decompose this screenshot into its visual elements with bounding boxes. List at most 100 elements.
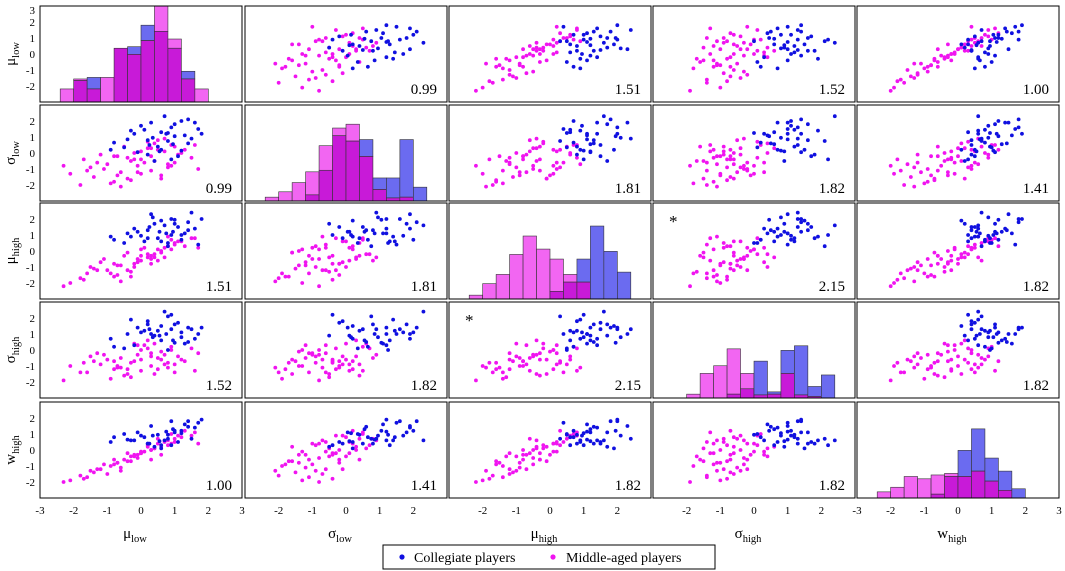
- point-middle-aged: [765, 141, 770, 146]
- point-middle-aged: [307, 370, 311, 375]
- point-middle-aged: [531, 53, 536, 58]
- point-middle-aged: [280, 66, 284, 71]
- point-collegiate: [179, 119, 184, 123]
- point-collegiate: [615, 325, 620, 330]
- point-middle-aged: [949, 268, 954, 273]
- point-collegiate: [571, 330, 576, 335]
- point-collegiate: [186, 220, 191, 225]
- point-collegiate: [575, 432, 579, 437]
- point-middle-aged: [189, 433, 194, 438]
- point-middle-aged: [142, 160, 147, 165]
- point-middle-aged: [484, 365, 488, 370]
- point-middle-aged: [738, 34, 743, 39]
- point-middle-aged: [548, 42, 552, 47]
- panel-r4-c0: 1.00: [39, 401, 243, 499]
- point-middle-aged: [538, 168, 542, 173]
- point-collegiate: [330, 37, 335, 42]
- point-collegiate: [166, 314, 170, 319]
- point-middle-aged: [68, 171, 73, 176]
- point-collegiate: [411, 330, 416, 335]
- point-middle-aged: [969, 37, 974, 42]
- hist-bar-overlap: [345, 140, 360, 202]
- point-collegiate: [384, 417, 389, 422]
- point-collegiate: [172, 322, 177, 327]
- point-collegiate: [601, 40, 606, 45]
- point-collegiate: [401, 330, 406, 335]
- point-collegiate: [166, 436, 170, 441]
- point-collegiate: [186, 424, 191, 429]
- hist-bar-collegiate: [576, 258, 591, 283]
- point-collegiate: [568, 338, 573, 343]
- point-collegiate: [135, 229, 140, 234]
- point-middle-aged: [575, 368, 579, 373]
- point-collegiate: [802, 42, 807, 47]
- point-collegiate: [401, 433, 406, 438]
- point-middle-aged: [983, 357, 987, 362]
- point-collegiate: [993, 36, 997, 40]
- point-collegiate: [139, 233, 143, 238]
- point-middle-aged: [61, 284, 66, 289]
- point-collegiate: [976, 223, 981, 228]
- point-collegiate: [199, 217, 204, 221]
- point-middle-aged: [166, 234, 170, 239]
- point-middle-aged: [152, 252, 157, 257]
- point-middle-aged: [152, 341, 157, 346]
- point-collegiate: [159, 324, 164, 328]
- point-middle-aged: [524, 452, 529, 457]
- point-middle-aged: [942, 269, 947, 274]
- point-middle-aged: [946, 157, 950, 162]
- point-middle-aged: [544, 444, 549, 449]
- point-middle-aged: [313, 354, 318, 359]
- point-middle-aged: [748, 42, 753, 47]
- point-collegiate: [384, 55, 389, 60]
- point-middle-aged: [327, 375, 332, 380]
- panel-r2-c2: [448, 202, 652, 300]
- point-middle-aged: [88, 265, 93, 269]
- point-middle-aged: [755, 236, 760, 241]
- point-middle-aged: [169, 344, 174, 349]
- point-middle-aged: [534, 146, 539, 151]
- point-middle-aged: [286, 56, 291, 61]
- point-collegiate: [196, 332, 201, 336]
- point-collegiate: [349, 431, 353, 436]
- point-collegiate: [615, 125, 620, 130]
- point-middle-aged: [340, 467, 345, 472]
- point-collegiate: [1016, 327, 1021, 332]
- point-middle-aged: [752, 52, 756, 56]
- point-collegiate: [988, 241, 992, 245]
- point-middle-aged: [323, 50, 328, 55]
- point-collegiate: [571, 344, 576, 349]
- point-collegiate: [384, 332, 389, 336]
- point-middle-aged: [993, 26, 997, 31]
- point-collegiate: [155, 144, 160, 149]
- point-middle-aged: [715, 61, 719, 66]
- point-collegiate: [966, 42, 970, 47]
- y-tick-label: 0: [30, 49, 36, 61]
- point-collegiate: [171, 427, 175, 432]
- panel-r4-c2: 1.82: [448, 401, 652, 499]
- point-collegiate: [588, 439, 593, 444]
- point-collegiate: [1016, 37, 1021, 42]
- point-middle-aged: [711, 247, 716, 252]
- point-middle-aged: [487, 79, 492, 84]
- statistic-label: 1.52: [206, 378, 232, 394]
- point-collegiate: [785, 47, 790, 52]
- point-collegiate: [152, 221, 157, 226]
- point-middle-aged: [962, 250, 967, 255]
- point-middle-aged: [942, 151, 947, 155]
- point-middle-aged: [762, 260, 766, 265]
- point-collegiate: [799, 53, 804, 58]
- point-middle-aged: [568, 34, 573, 39]
- hist-bar-overlap: [73, 80, 88, 103]
- point-middle-aged: [337, 457, 342, 462]
- point-middle-aged: [330, 52, 335, 56]
- point-middle-aged: [725, 443, 729, 448]
- point-collegiate: [993, 325, 997, 330]
- point-collegiate: [959, 218, 964, 223]
- point-collegiate: [108, 440, 113, 444]
- point-collegiate: [605, 122, 610, 127]
- hist-bar-overlap: [332, 135, 347, 202]
- point-middle-aged: [323, 36, 328, 40]
- point-middle-aged: [561, 160, 566, 165]
- point-middle-aged: [296, 349, 301, 354]
